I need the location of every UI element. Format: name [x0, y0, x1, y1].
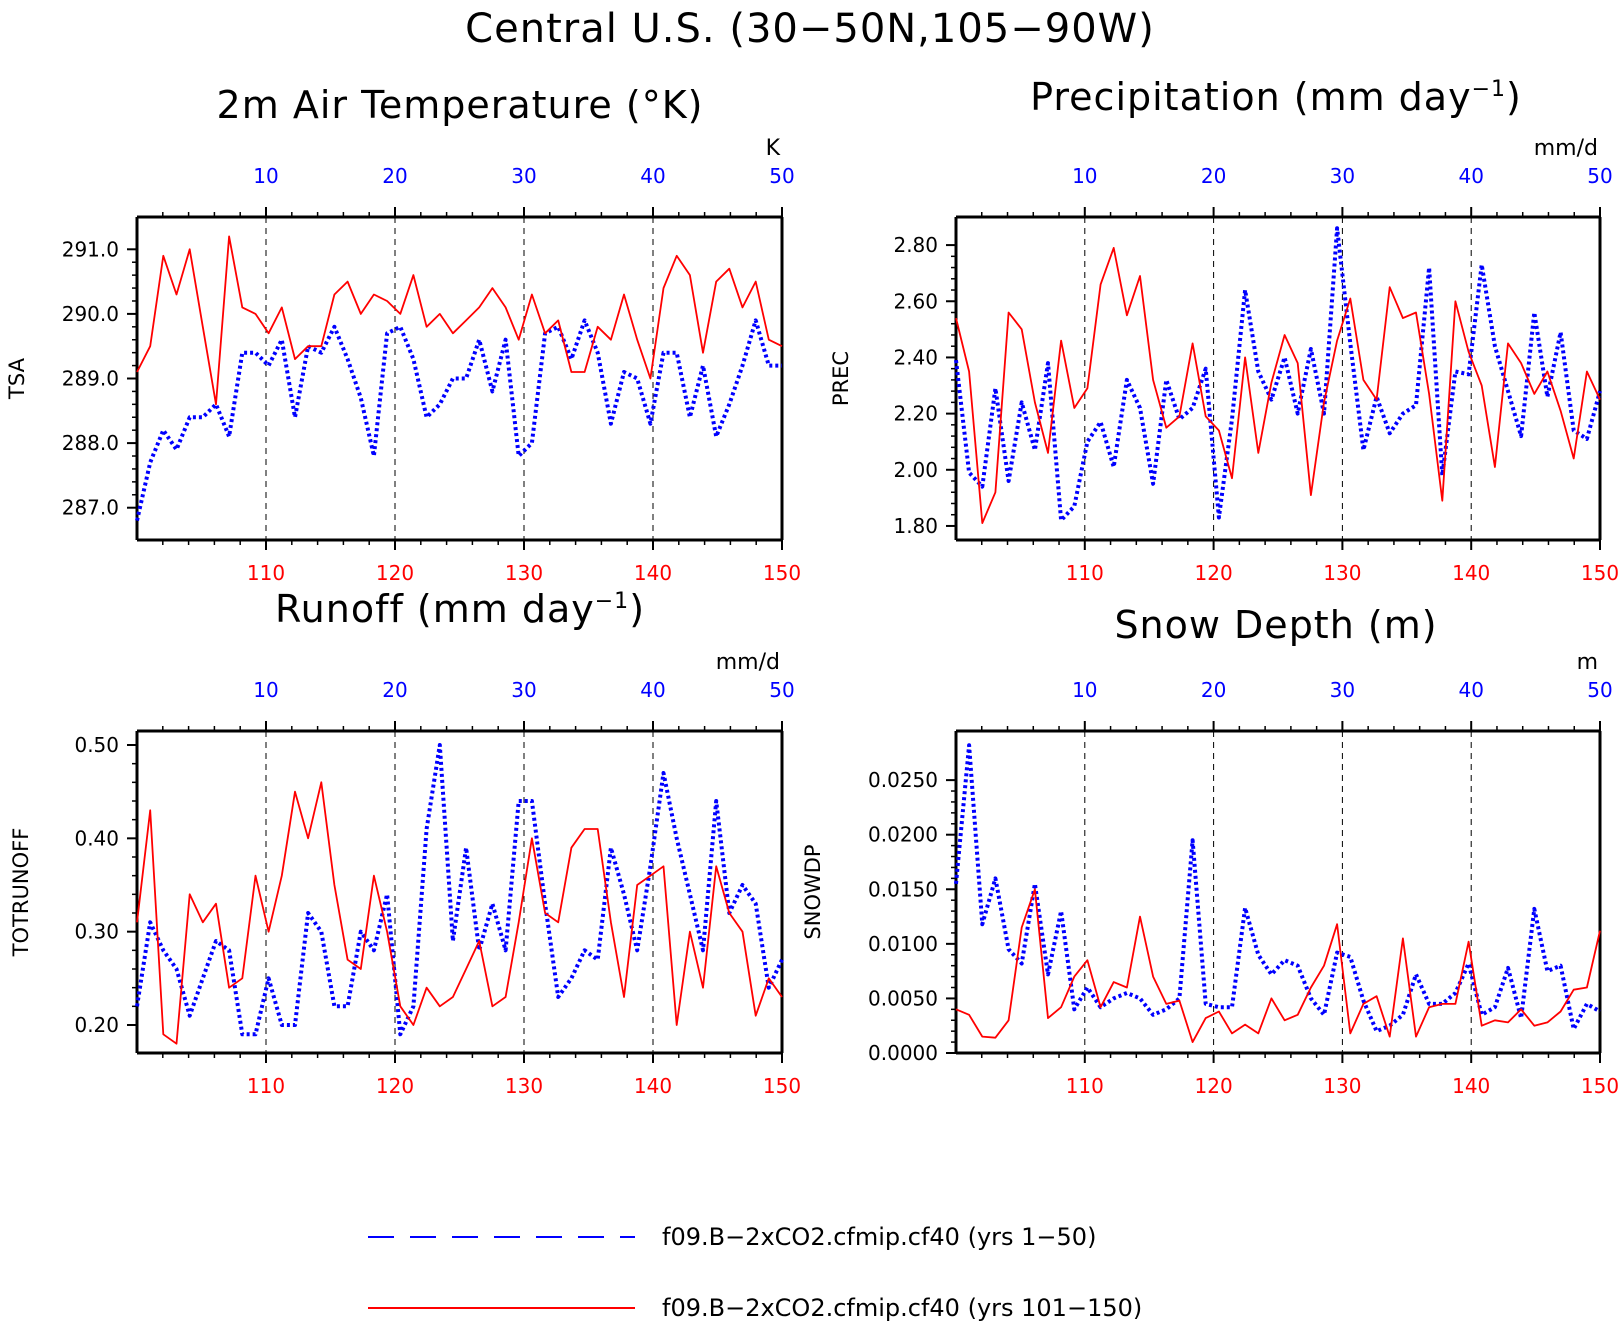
panel-title-main: Precipitation (mm day [1030, 75, 1471, 119]
xtick-label-bottom: 140 [634, 1074, 672, 1098]
ytick-label: 2.80 [893, 233, 938, 257]
xtick-label-bottom: 140 [1452, 561, 1490, 585]
series-line-yrs_101_150 [136, 235, 783, 406]
xtick-label-top: 20 [1201, 678, 1226, 702]
xtick-label-top: 40 [640, 164, 665, 188]
xtick-label-top: 50 [1587, 678, 1612, 702]
ylabel: TSA [5, 357, 29, 400]
xtick-label-top: 30 [1330, 164, 1355, 188]
xtick-label-top: 10 [253, 678, 278, 702]
ylabel: SNOWDP [801, 844, 825, 939]
xtick-label-bottom: 120 [376, 1074, 414, 1098]
ytick-label: 0.20 [74, 1013, 119, 1037]
xtick-label-bottom: 140 [1452, 1074, 1490, 1098]
ytick-label: 0.0000 [868, 1041, 938, 1065]
xtick-label-top: 20 [382, 164, 407, 188]
ytick-label: 288.0 [62, 431, 119, 455]
xtick-label-top: 40 [640, 678, 665, 702]
ytick-label: 290.0 [62, 302, 119, 326]
xtick-label-bottom: 130 [1323, 1074, 1361, 1098]
ytick-label: 0.0050 [868, 986, 938, 1010]
panel-title: Runoff (mm day−1) [275, 587, 645, 631]
ytick-label: 0.0200 [868, 823, 938, 847]
xtick-label-bottom: 150 [763, 561, 801, 585]
xtick-label-top: 20 [1201, 164, 1226, 188]
xtick-label-bottom: 110 [247, 561, 285, 585]
series-line-yrs_1_50 [954, 226, 1602, 523]
panel-title-sup: −1 [1472, 77, 1506, 102]
xtick-label-top: 50 [769, 678, 794, 702]
xtick-label-bottom: 120 [1195, 1074, 1233, 1098]
legend-label-late: f09.B−2xCO2.cfmip.cf40 (yrs 101−150) [662, 1294, 1142, 1322]
ytick-label: 2.60 [893, 289, 938, 313]
xtick-label-bottom: 150 [763, 1074, 801, 1098]
ytick-label: 0.0100 [868, 932, 938, 956]
xtick-label-top: 50 [1587, 164, 1612, 188]
series-line-yrs_101_150 [136, 781, 783, 1045]
xtick-label-top: 50 [769, 164, 794, 188]
series-line-yrs_101_150 [955, 888, 1601, 1043]
xtick-label-bottom: 130 [1323, 561, 1361, 585]
xtick-label-top: 20 [382, 678, 407, 702]
ytick-label: 0.40 [74, 826, 119, 850]
main-title: Central U.S. (30−50N,105−90W) [465, 6, 1155, 52]
xtick-label-top: 30 [1330, 678, 1355, 702]
ytick-label: 287.0 [62, 496, 119, 520]
xtick-label-bottom: 140 [634, 561, 672, 585]
panel-title-main: Runoff (mm day [275, 587, 595, 631]
units-label: mm/d [1534, 136, 1598, 161]
ytick-label: 0.0250 [868, 768, 938, 792]
ytick-label: 0.50 [74, 733, 119, 757]
panel-title: 2m Air Temperature (°K) [217, 83, 704, 127]
units-label: K [766, 136, 781, 161]
ylabel: PREC [829, 351, 853, 406]
xtick-label-top: 40 [1458, 164, 1483, 188]
ytick-label: 1.80 [893, 514, 938, 538]
ytick-label: 0.0150 [868, 877, 938, 901]
ytick-label: 2.40 [893, 345, 938, 369]
panel-title-sup: −1 [595, 589, 629, 614]
legend: f09.B−2xCO2.cfmip.cf40 (yrs 1−50) f09.B−… [368, 1223, 1142, 1322]
panel-title: Precipitation (mm day−1) [1030, 75, 1522, 119]
panel-title-tail: ) [1506, 75, 1522, 119]
panel-title-main: Snow Depth (m) [1114, 603, 1437, 647]
series-line-yrs_101_150 [955, 246, 1601, 524]
xtick-label-top: 10 [1072, 164, 1097, 188]
chart-panel-1: 2m Air Temperature (°K) K 287.0 288.0 289.0 2… [5, 83, 801, 585]
xtick-label-top: 10 [253, 164, 278, 188]
xtick-label-top: 40 [1458, 678, 1483, 702]
xtick-label-bottom: 110 [1066, 561, 1104, 585]
xtick-label-bottom: 120 [1195, 561, 1233, 585]
ytick-label: 289.0 [62, 367, 119, 391]
series-line-yrs_1_50 [954, 743, 1602, 1034]
chart-panel-2: Precipitation (mm day−1) mm/d 1.80 2.00 2.20… [829, 75, 1619, 585]
ylabel: TOTRUNOFF [9, 828, 33, 958]
series-line-yrs_1_50 [135, 318, 782, 522]
panel-title-main: 2m Air Temperature (°K) [217, 83, 704, 127]
xtick-label-bottom: 150 [1581, 1074, 1619, 1098]
ytick-label: 2.00 [893, 458, 938, 482]
panel-title-tail: ) [629, 587, 645, 631]
units-label: m [1577, 650, 1598, 675]
ytick-label: 2.20 [893, 402, 938, 426]
chart-panel-4: Snow Depth (m) m 0.0000 0.0050 0.0100 0.0150 0… [801, 603, 1619, 1098]
xtick-label-top: 30 [511, 678, 536, 702]
xtick-label-bottom: 120 [376, 561, 414, 585]
units-label: mm/d [716, 650, 780, 675]
legend-label-early: f09.B−2xCO2.cfmip.cf40 (yrs 1−50) [662, 1223, 1096, 1251]
xtick-label-bottom: 110 [1066, 1074, 1104, 1098]
xtick-label-bottom: 110 [247, 1074, 285, 1098]
xtick-label-top: 30 [511, 164, 536, 188]
ytick-label: 291.0 [62, 237, 119, 261]
series-line-yrs_1_50 [135, 743, 784, 1037]
chart-panel-3: Runoff (mm day−1) mm/d 0.20 0.30 0.40 0.50 TOT… [9, 587, 801, 1098]
xtick-label-bottom: 150 [1581, 561, 1619, 585]
xtick-label-bottom: 130 [505, 1074, 543, 1098]
xtick-label-top: 10 [1072, 678, 1097, 702]
panel-title: Snow Depth (m) [1114, 603, 1437, 647]
ytick-label: 0.30 [74, 920, 119, 944]
xtick-label-bottom: 130 [505, 561, 543, 585]
